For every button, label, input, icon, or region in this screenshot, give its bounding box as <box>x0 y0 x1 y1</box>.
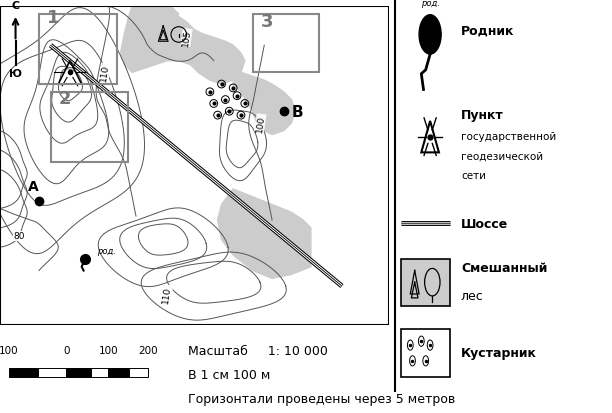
Bar <box>401 259 450 306</box>
Text: род.: род. <box>420 0 439 8</box>
Text: A: A <box>28 179 39 193</box>
Circle shape <box>419 16 441 55</box>
Text: 0: 0 <box>63 345 70 355</box>
Bar <box>91 368 108 377</box>
Text: 200: 200 <box>138 345 158 355</box>
Polygon shape <box>144 7 179 23</box>
Text: лес: лес <box>461 289 483 302</box>
Text: 100: 100 <box>99 345 118 355</box>
Bar <box>39 368 66 377</box>
Text: Масштаб     1: 10 000: Масштаб 1: 10 000 <box>187 344 327 357</box>
Text: род.: род. <box>97 247 116 255</box>
Text: Кустарник: Кустарник <box>461 347 537 360</box>
Text: B: B <box>291 104 303 119</box>
Text: 110: 110 <box>162 285 173 303</box>
Text: 80: 80 <box>13 232 25 240</box>
Bar <box>66 368 91 377</box>
Text: 110: 110 <box>99 64 111 82</box>
Polygon shape <box>233 73 296 135</box>
Bar <box>108 368 129 377</box>
Bar <box>51 93 129 162</box>
Bar <box>39 15 117 85</box>
Bar <box>9 368 39 377</box>
Text: Пункт: Пункт <box>461 109 504 121</box>
Text: 1: 1 <box>47 9 59 27</box>
Bar <box>253 15 319 73</box>
Text: С: С <box>12 1 20 11</box>
Text: Горизонтали проведены через 5 метров: Горизонтали проведены через 5 метров <box>187 392 455 405</box>
Bar <box>129 368 148 377</box>
Text: Ю: Ю <box>9 69 22 79</box>
Bar <box>401 330 450 377</box>
Text: государственной: государственной <box>461 131 556 141</box>
Text: В 1 см 100 м: В 1 см 100 м <box>187 368 270 381</box>
Text: 2: 2 <box>58 90 71 108</box>
Text: 105: 105 <box>181 29 192 47</box>
Polygon shape <box>218 190 311 279</box>
Text: Шоссе: Шоссе <box>461 217 508 230</box>
Text: 100: 100 <box>255 114 266 133</box>
Text: Смешанный: Смешанный <box>461 262 547 275</box>
Text: 100: 100 <box>0 345 18 355</box>
Text: сети: сети <box>461 171 486 180</box>
Text: Родник: Родник <box>461 25 514 38</box>
Text: 3: 3 <box>260 13 273 31</box>
Text: геодезической: геодезической <box>461 151 543 161</box>
Polygon shape <box>121 7 245 85</box>
